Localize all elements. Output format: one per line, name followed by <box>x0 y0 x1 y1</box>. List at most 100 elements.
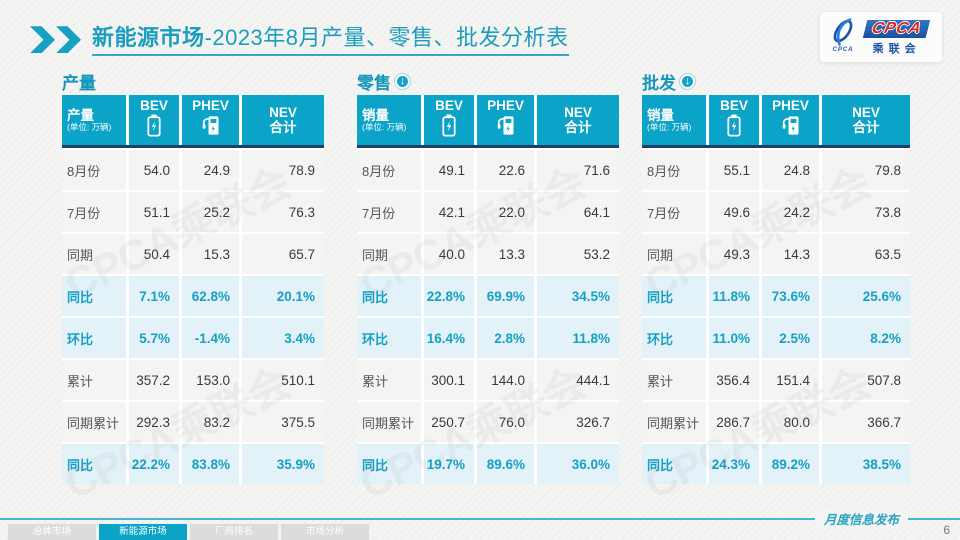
page-title-bold: 新能源市场 <box>92 25 205 50</box>
table-row: 同比 11.8% 73.6% 25.6% <box>642 276 910 316</box>
cell-value: 38.5% <box>822 444 910 484</box>
section-title-production: 产量 <box>62 73 96 93</box>
cell-value: 19.7% <box>424 444 474 484</box>
retail-section: 零售 ↓ 销量 (单位: 万辆) BEV PHEV NEV <box>352 70 619 508</box>
table-row: 7月份 51.1 25.2 76.3 <box>62 192 324 232</box>
cell-value: 69.9% <box>477 276 534 316</box>
unit-label: (单位: 万辆) <box>67 121 112 132</box>
cell-value: 71.6 <box>537 150 619 190</box>
cell-value: 65.7 <box>242 234 324 274</box>
section-title-retail: 零售 ↓ <box>357 70 619 93</box>
cell-value: 83.8% <box>182 444 239 484</box>
cell-value: 5.7% <box>129 318 179 358</box>
cell-value: 89.6% <box>477 444 534 484</box>
table-row: 同期 40.0 13.3 53.2 <box>357 234 619 274</box>
row-label: 累计 <box>62 360 126 400</box>
table-header: 产量 (单位: 万辆) BEV PHEV NEV 合计 <box>62 95 324 148</box>
cell-value: 144.0 <box>477 360 534 400</box>
cell-value: 507.8 <box>822 360 910 400</box>
header-phev-cell: PHEV <box>477 95 534 145</box>
row-label: 7月份 <box>62 192 126 232</box>
cell-value: 78.9 <box>242 150 324 190</box>
table-row: 环比 16.4% 2.8% 11.8% <box>357 318 619 358</box>
table-header: 销量 (单位: 万辆) BEV PHEV NEV 合计 <box>357 95 619 148</box>
footer-note: 月度信息发布 <box>814 509 908 528</box>
table-row: 同比 24.3% 89.2% 38.5% <box>642 444 910 484</box>
cell-value: 356.4 <box>709 360 759 400</box>
row-label: 环比 <box>62 318 126 358</box>
table-body: 8月份 49.1 22.6 71.6 7月份 42.1 22.0 64.1 同期 40.0 13.3… <box>357 148 619 484</box>
row-label: 环比 <box>642 318 706 358</box>
row-label: 同期 <box>642 234 706 274</box>
footer-tab-1[interactable]: 新能源市场 <box>99 524 187 540</box>
cell-value: 73.6% <box>762 276 819 316</box>
table-row: 累计 300.1 144.0 444.1 <box>357 360 619 400</box>
cell-value: 2.5% <box>762 318 819 358</box>
table-row: 8月份 55.1 24.8 79.8 <box>642 150 910 190</box>
cell-value: 3.4% <box>242 318 324 358</box>
header-nev-cell: NEV 合计 <box>242 95 324 145</box>
row-label: 环比 <box>357 318 421 358</box>
table-header: 销量 (单位: 万辆) BEV PHEV NEV 合计 <box>642 95 910 148</box>
row-label: 累计 <box>642 360 706 400</box>
cell-value: 24.8 <box>762 150 819 190</box>
cell-value: 22.2% <box>129 444 179 484</box>
battery-icon <box>442 114 456 142</box>
table-row: 同比 19.7% 89.6% 36.0% <box>357 444 619 484</box>
row-label: 同期累计 <box>62 402 126 442</box>
table-row: 环比 11.0% 2.5% 8.2% <box>642 318 910 358</box>
cell-value: 42.1 <box>424 192 474 232</box>
row-label: 8月份 <box>62 150 126 190</box>
cell-value: 22.8% <box>424 276 474 316</box>
row-label: 同比 <box>62 444 126 484</box>
cell-value: 11.8% <box>709 276 759 316</box>
org-name: 乘联会 <box>872 42 921 55</box>
cell-value: 40.0 <box>424 234 474 274</box>
cell-value: 326.7 <box>537 402 619 442</box>
cell-value: 22.0 <box>477 192 534 232</box>
row-label: 同比 <box>642 444 706 484</box>
charging-station-icon <box>201 114 221 142</box>
cell-value: 292.3 <box>129 402 179 442</box>
cell-value: 53.2 <box>537 234 619 274</box>
table-row: 同比 7.1% 62.8% 20.1% <box>62 276 324 316</box>
table-row: 同期累计 286.7 80.0 366.7 <box>642 402 910 442</box>
table-row: 8月份 54.0 24.9 78.9 <box>62 150 324 190</box>
section-title-wholesale: 批发 ↓ <box>642 70 910 93</box>
header-phev-cell: PHEV <box>762 95 819 145</box>
cpca-logo: CPCA CPCA 乘联会 <box>820 12 942 62</box>
table-row: 同比 22.8% 69.9% 34.5% <box>357 276 619 316</box>
footer-tab-3[interactable]: 市场分析 <box>281 524 369 540</box>
cell-value: 36.0% <box>537 444 619 484</box>
row-label: 累计 <box>357 360 421 400</box>
chevron-right-icon <box>30 26 55 54</box>
cell-value: 63.5 <box>822 234 910 274</box>
table-row: 累计 356.4 151.4 507.8 <box>642 360 910 400</box>
cell-value: -1.4% <box>182 318 239 358</box>
table-row: 同期累计 250.7 76.0 326.7 <box>357 402 619 442</box>
header-label-cell: 产量 (单位: 万辆) <box>62 95 126 145</box>
table-row: 8月份 49.1 22.6 71.6 <box>357 150 619 190</box>
footer-tab-0[interactable]: 总体市场 <box>8 524 96 540</box>
cell-value: 375.5 <box>242 402 324 442</box>
cell-value: 15.3 <box>182 234 239 274</box>
cell-value: 286.7 <box>709 402 759 442</box>
row-label: 同期累计 <box>357 402 421 442</box>
cell-value: 34.5% <box>537 276 619 316</box>
cell-value: 16.4% <box>424 318 474 358</box>
cell-value: 7.1% <box>129 276 179 316</box>
cell-value: 153.0 <box>182 360 239 400</box>
charging-station-icon <box>496 114 516 142</box>
footer-tab-2[interactable]: 厂商排名 <box>190 524 278 540</box>
page-number: 6 <box>943 523 950 537</box>
table-row: 同期累计 292.3 83.2 375.5 <box>62 402 324 442</box>
cell-value: 22.6 <box>477 150 534 190</box>
cell-value: 89.2% <box>762 444 819 484</box>
cell-value: 49.3 <box>709 234 759 274</box>
table-body: 8月份 55.1 24.8 79.8 7月份 49.6 24.2 73.8 同期 49.3 14.3… <box>642 148 910 484</box>
cell-value: 24.2 <box>762 192 819 232</box>
unit-label: (单位: 万辆) <box>362 121 407 132</box>
cell-value: 83.2 <box>182 402 239 442</box>
header-phev-cell: PHEV <box>182 95 239 145</box>
arrow-down-icon: ↓ <box>680 73 695 89</box>
